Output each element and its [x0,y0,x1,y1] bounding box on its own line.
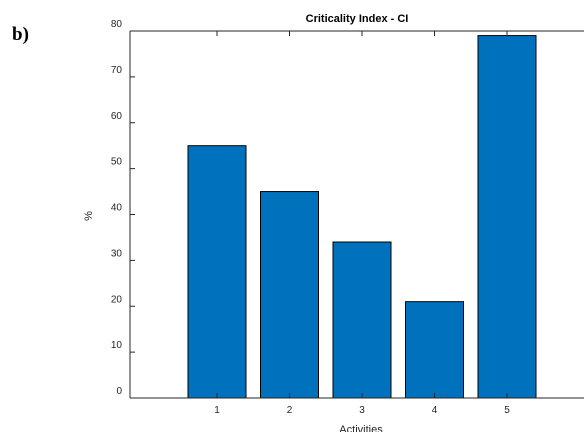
bar [187,145,247,399]
bar [332,241,392,399]
x-tick-label: 2 [287,405,293,416]
y-tick-label: 20 [111,294,123,305]
y-tick-label: 80 [111,19,123,30]
y-tick-label: 0 [116,386,122,397]
bar [477,35,537,399]
y-tick-label: 40 [111,203,123,214]
y-axis-label: % [83,211,95,221]
x-tick-label: 5 [504,405,510,416]
bar [260,191,319,399]
y-tick-label: 10 [111,340,123,351]
y-tick-label: 50 [111,157,123,168]
panel-label: b) [12,24,29,45]
chart-title: Criticality Index - CI [306,13,409,25]
y-tick-label: 60 [111,111,123,122]
x-axis-label: Activities [339,424,383,432]
y-tick-label: 30 [111,248,123,259]
x-tick-label: 3 [359,405,365,416]
bar [405,301,464,399]
x-tick-label: 1 [214,405,220,416]
y-tick-label: 70 [111,65,123,76]
x-tick-label: 4 [432,405,438,416]
